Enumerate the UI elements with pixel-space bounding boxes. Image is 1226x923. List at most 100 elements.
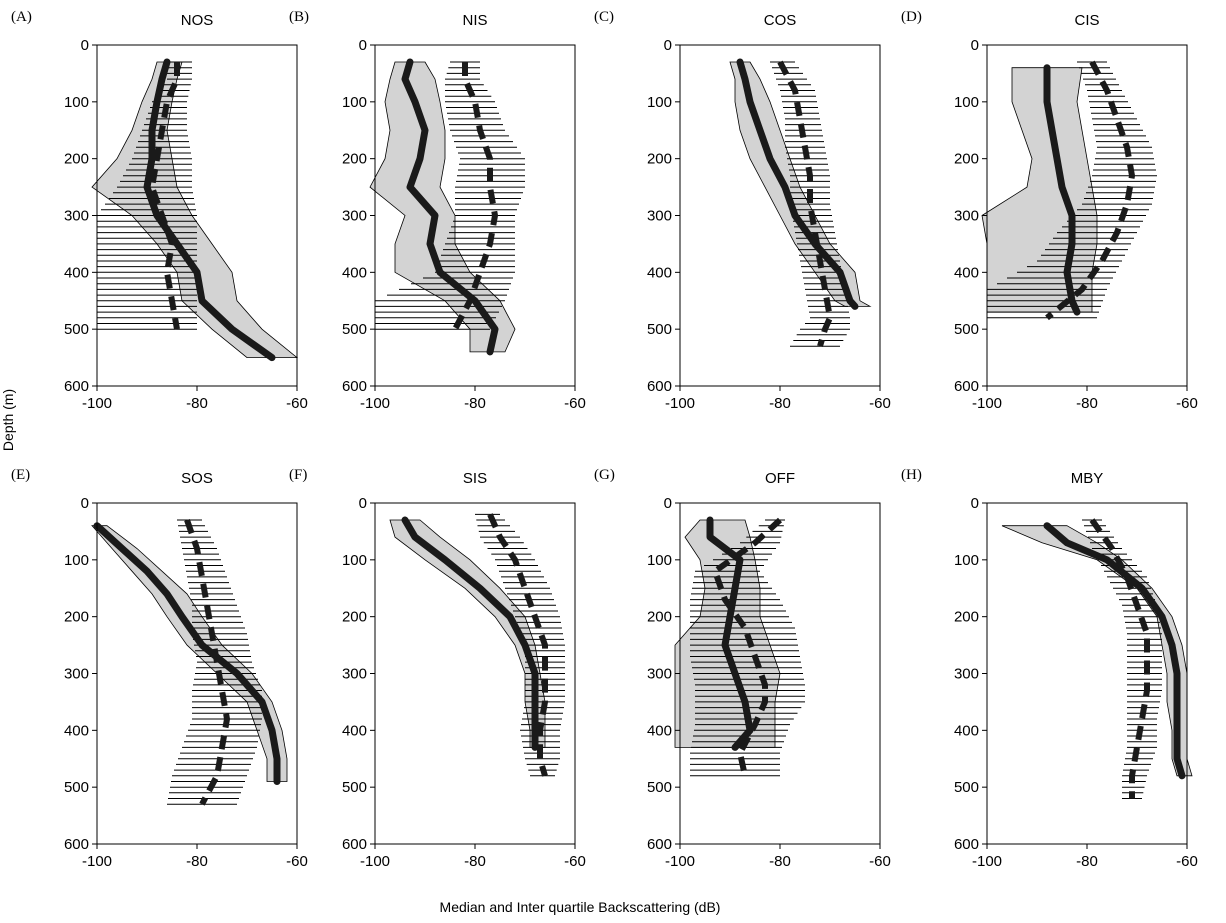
y-tick-label: 500 — [954, 779, 979, 796]
panel-off: 0 100 200 300 400 500 600-100 -80 -60 (G) OFF — [594, 467, 891, 870]
y-tick-label: 500 — [64, 779, 89, 796]
median-line-solid — [736, 58, 859, 310]
panel-sis: 0 100 200 300 400 500 600-100 -80 -60 (F) SIS — [289, 467, 586, 870]
x-tick-label: -60 — [286, 395, 308, 412]
y-tick-label: 600 — [954, 836, 979, 853]
x-tick-label: -60 — [286, 853, 308, 870]
y-tick-label: 400 — [342, 264, 367, 281]
median-line-dashed — [712, 517, 783, 777]
y-tick-label: 400 — [342, 722, 367, 739]
x-tick-label: -100 — [972, 853, 1002, 870]
panel-mby: 0 100 200 300 400 500 600-100 -80 -60 (H) MBY — [901, 467, 1198, 870]
x-tick-label: -60 — [869, 395, 891, 412]
y-tick-label: 400 — [954, 264, 979, 281]
median-line-solid — [1043, 64, 1081, 316]
panel-letter: (F) — [289, 467, 307, 483]
median-line-solid — [401, 516, 539, 751]
y-tick-label: 300 — [64, 666, 89, 683]
x-tick-label: -100 — [82, 853, 112, 870]
median-line-solid — [401, 58, 499, 356]
median-line-solid — [143, 58, 276, 362]
y-tick-label: 100 — [647, 552, 672, 569]
x-tick-label: -60 — [1176, 395, 1198, 412]
y-tick-label: 300 — [954, 208, 979, 225]
x-axis-label: Median and Inter quartile Backscattering… — [440, 899, 721, 915]
panel-title: SOS — [181, 470, 213, 487]
panel-letter: (D) — [901, 9, 922, 25]
y-tick-label: 400 — [64, 264, 89, 281]
median-line-dashed — [149, 62, 180, 330]
median-line-dashed — [487, 513, 548, 777]
x-tick-label: -100 — [665, 395, 695, 412]
x-tick-label: -80 — [1076, 395, 1098, 412]
iqr-band — [369, 61, 516, 353]
x-tick-label: -100 — [360, 395, 390, 412]
x-tick-label: -60 — [1176, 853, 1198, 870]
y-tick-label: 600 — [64, 836, 89, 853]
y-tick-label: 500 — [342, 779, 367, 796]
x-tick-label: -80 — [769, 395, 791, 412]
y-tick-label: 600 — [342, 836, 367, 853]
y-tick-label: 100 — [64, 552, 89, 569]
iqr-band — [91, 525, 288, 782]
y-tick-label: 200 — [342, 609, 367, 626]
y-tick-label: 200 — [954, 609, 979, 626]
y-tick-label: 500 — [647, 321, 672, 338]
x-tick-label: -60 — [869, 853, 891, 870]
y-tick-label: 600 — [647, 836, 672, 853]
panel-sos: 0 100 200 300 400 500 600-100 -80 -60 (E) SOS — [11, 467, 308, 870]
panel-title: SIS — [463, 470, 487, 487]
median-line-dashed — [777, 60, 833, 348]
iqr-band — [1001, 525, 1193, 777]
y-tick-label: 200 — [64, 151, 89, 168]
x-tick-label: -60 — [564, 395, 586, 412]
y-tick-label: 300 — [342, 208, 367, 225]
panel-letter: (B) — [289, 9, 309, 25]
median-line-solid — [93, 522, 281, 785]
x-tick-label: -80 — [464, 853, 486, 870]
y-tick-label: 600 — [647, 378, 672, 395]
y-tick-label: 500 — [64, 321, 89, 338]
y-tick-label: 100 — [954, 552, 979, 569]
median-line-solid — [706, 516, 754, 751]
y-tick-label: 200 — [64, 609, 89, 626]
x-tick-label: -80 — [769, 853, 791, 870]
y-tick-label: 100 — [342, 94, 367, 111]
panel-title: CIS — [1074, 12, 1099, 29]
x-tick-label: -80 — [464, 395, 486, 412]
panel-title: COS — [764, 12, 797, 29]
median-line-dashed — [1089, 518, 1150, 799]
x-tick-label: -80 — [186, 853, 208, 870]
panel-title: NOS — [181, 12, 214, 29]
y-tick-label: 500 — [342, 321, 367, 338]
y-tick-label: 500 — [954, 321, 979, 338]
y-tick-label: 200 — [342, 151, 367, 168]
panel-letter: (G) — [594, 467, 615, 483]
y-tick-label: 400 — [647, 264, 672, 281]
y-tick-label: 0 — [971, 37, 979, 54]
y-tick-label: 200 — [647, 151, 672, 168]
y-tick-label: 0 — [359, 495, 367, 512]
x-tick-label: -60 — [564, 853, 586, 870]
panel-title: NIS — [462, 12, 487, 29]
panel-cis: 0 100 200 300 400 500 600-100 -80 -60 (D) CIS — [901, 9, 1198, 412]
panel-letter: (C) — [594, 9, 614, 25]
y-tick-label: 0 — [81, 37, 89, 54]
y-tick-label: 100 — [64, 94, 89, 111]
y-tick-label: 600 — [954, 378, 979, 395]
y-tick-label: 0 — [664, 495, 672, 512]
y-tick-label: 300 — [647, 666, 672, 683]
x-tick-label: -100 — [972, 395, 1002, 412]
panel-nos: 0 100 200 300 400 500 600-100 -80 -60 (A) NOS — [11, 9, 308, 412]
panel-letter: (H) — [901, 467, 922, 483]
y-tick-label: 0 — [81, 495, 89, 512]
x-tick-label: -100 — [82, 395, 112, 412]
y-tick-label: 500 — [647, 779, 672, 796]
panel-cos: 0 100 200 300 400 500 600-100 -80 -60 (C) COS — [594, 9, 891, 412]
y-tick-label: 0 — [971, 495, 979, 512]
x-tick-label: -100 — [665, 853, 695, 870]
x-tick-label: -80 — [186, 395, 208, 412]
y-tick-label: 100 — [647, 94, 672, 111]
y-tick-label: 200 — [954, 151, 979, 168]
